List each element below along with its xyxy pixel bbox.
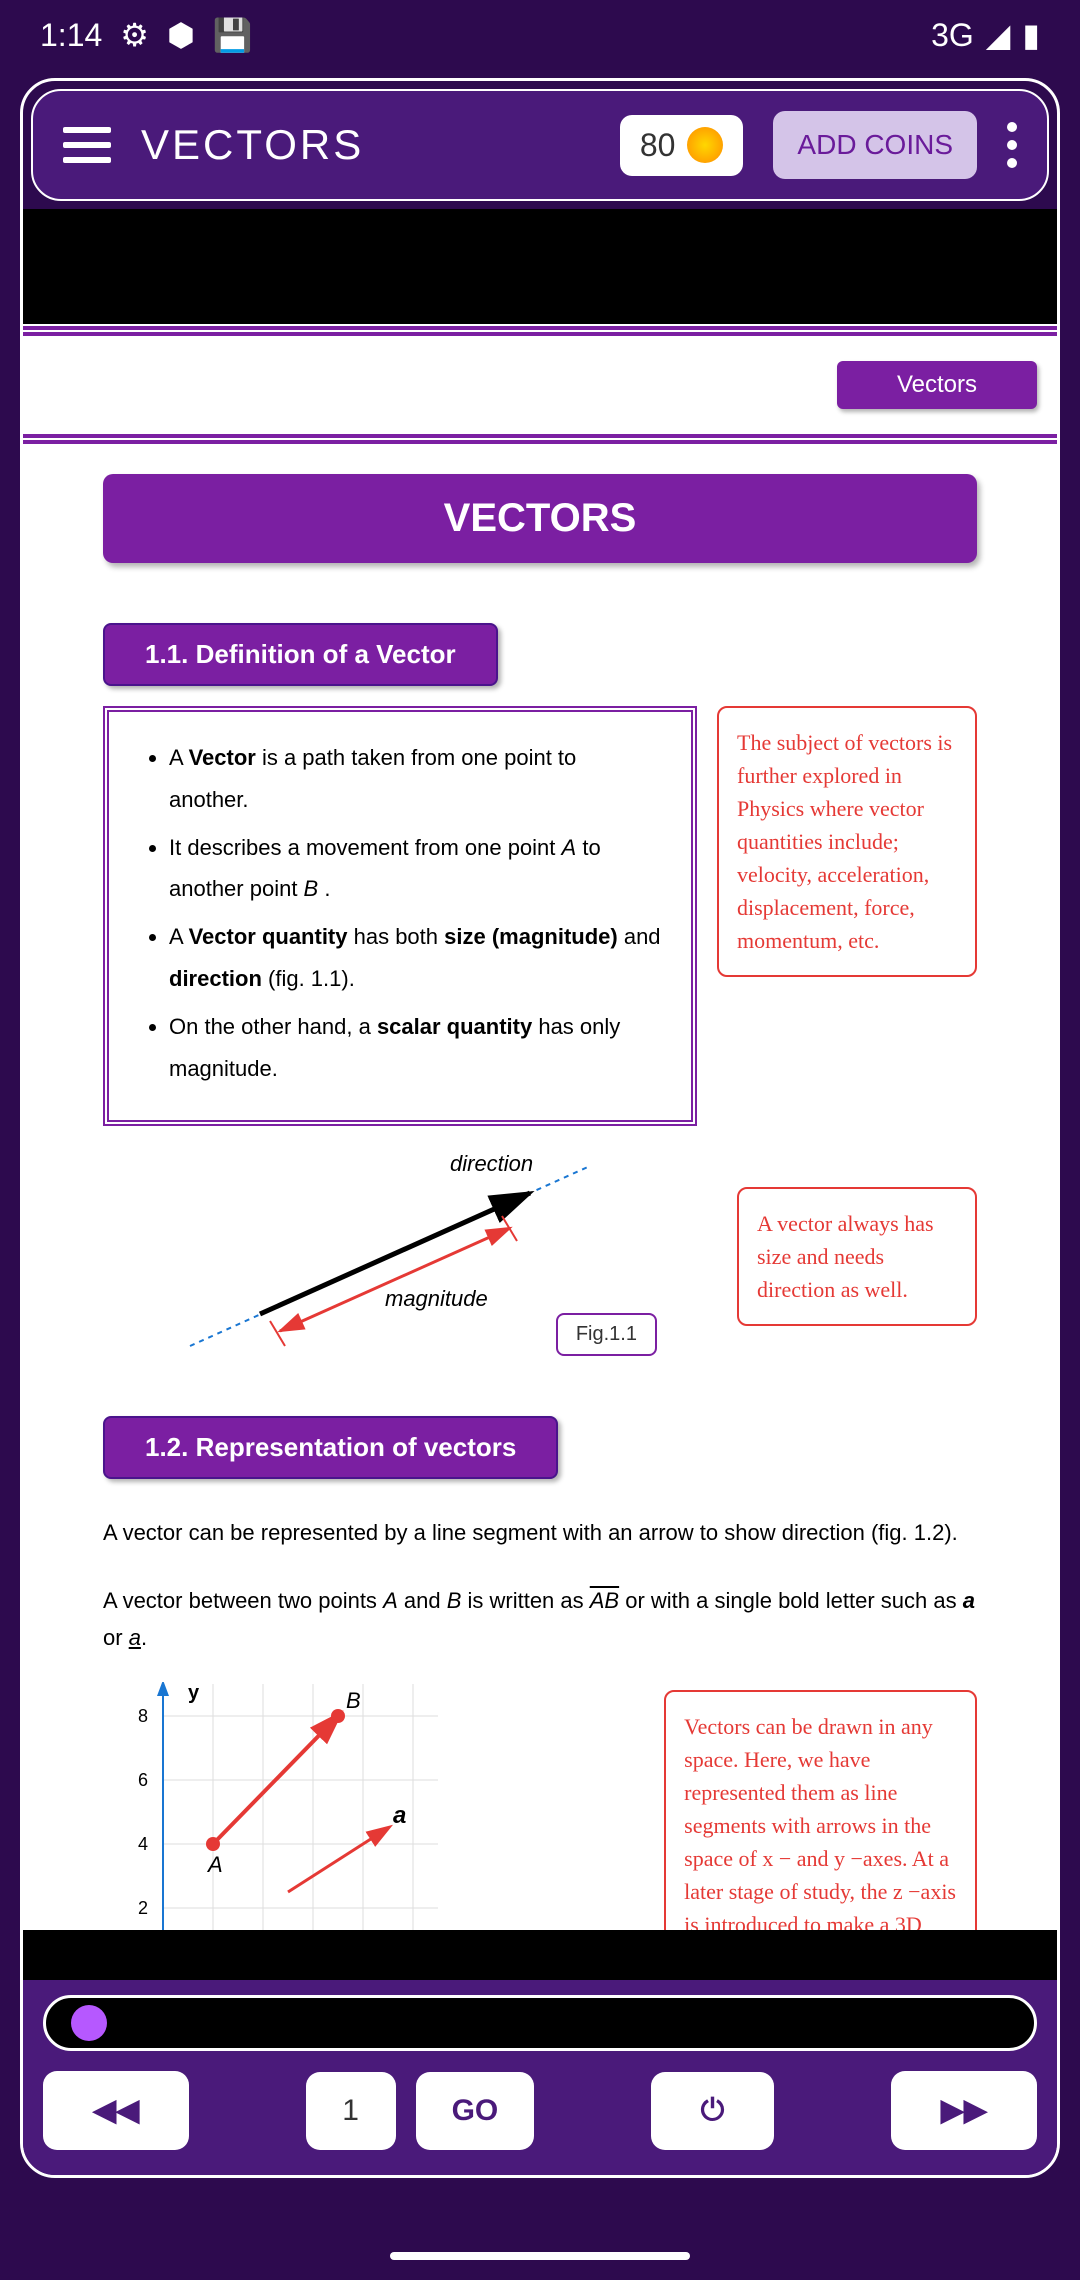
settings-icon: ⚙: [120, 16, 149, 54]
note-box-1: The subject of vectors is further explor…: [717, 706, 977, 977]
svg-text:2: 2: [138, 1898, 148, 1918]
divider: [23, 440, 1057, 444]
add-coins-button[interactable]: ADD COINS: [773, 111, 977, 179]
note-box-2: A vector always has size and needs direc…: [737, 1187, 977, 1326]
svg-text:direction: direction: [450, 1151, 533, 1176]
signal-icon: ◢: [986, 16, 1011, 54]
bottom-strip: [23, 1930, 1057, 1980]
status-bar: 1:14 ⚙ ⬢ 💾 3G ◢ ▮: [0, 0, 1080, 70]
section-heading-1-1: 1.1. Definition of a Vector: [103, 623, 498, 686]
svg-text:8: 8: [138, 1706, 148, 1726]
more-menu-icon[interactable]: [1007, 122, 1017, 168]
def-item: On the other hand, a scalar quantity has…: [169, 1006, 661, 1090]
ad-strip: [23, 209, 1057, 324]
divider: [23, 332, 1057, 336]
svg-text:y: y: [188, 1682, 200, 1704]
svg-text:magnitude: magnitude: [385, 1286, 488, 1311]
svg-text:B: B: [346, 1688, 361, 1713]
svg-text:a: a: [393, 1802, 406, 1829]
menu-icon[interactable]: [63, 127, 111, 163]
power-button[interactable]: ⏻: [651, 2072, 775, 2150]
svg-text:6: 6: [138, 1770, 148, 1790]
progress-thumb[interactable]: [71, 2005, 107, 2041]
main-title: VECTORS: [103, 474, 977, 563]
page-input[interactable]: [306, 2072, 396, 2150]
svg-text:A: A: [206, 1852, 223, 1877]
coin-badge[interactable]: 80: [620, 115, 744, 176]
coin-icon: [687, 127, 723, 163]
network-label: 3G: [931, 17, 974, 54]
svg-text:4: 4: [138, 1834, 148, 1854]
fig-label-1-1: Fig.1.1: [556, 1313, 657, 1356]
battery-icon: ▮: [1022, 16, 1040, 54]
sd-icon: 💾: [213, 16, 253, 54]
def-item: It describes a movement from one point A…: [169, 827, 661, 911]
next-button[interactable]: ▶▶: [891, 2071, 1037, 2150]
app-frame: VECTORS 80 ADD COINS Vectors VECTORS 1.1…: [20, 78, 1060, 2178]
definition-box: A Vector is a path taken from one point …: [103, 706, 697, 1126]
go-button[interactable]: GO: [416, 2072, 535, 2150]
chart-fig-1-2: 123452468OyxABa: [103, 1682, 443, 1930]
content-area[interactable]: Vectors VECTORS 1.1. Definition of a Vec…: [23, 324, 1057, 1930]
progress-slider[interactable]: [43, 1995, 1037, 2051]
nav-handle[interactable]: [390, 2252, 690, 2260]
diagram-fig-1-1: direction magnitude Fig.1.1: [103, 1146, 697, 1366]
app-title: VECTORS: [141, 121, 590, 169]
def-item: A Vector quantity has both size (magnitu…: [169, 916, 661, 1000]
note-box-3: Vectors can be drawn in any space. Here,…: [664, 1690, 977, 1930]
prev-button[interactable]: ◀◀: [43, 2071, 189, 2150]
section-heading-1-2: 1.2. Representation of vectors: [103, 1416, 558, 1479]
def-item: A Vector is a path taken from one point …: [169, 737, 661, 821]
status-time: 1:14: [40, 17, 102, 54]
body-text-1: A vector can be represented by a line se…: [23, 1499, 1057, 1566]
app-header: VECTORS 80 ADD COINS: [31, 89, 1049, 201]
divider: [23, 326, 1057, 330]
bottom-dock: ◀◀ GO ⏻ ▶▶: [23, 1980, 1057, 2175]
body-text-2: A vector between two points A and B is w…: [23, 1567, 1057, 1672]
coin-count: 80: [640, 127, 676, 164]
divider: [23, 434, 1057, 438]
shield-icon: ⬢: [167, 16, 195, 54]
chapter-pill: Vectors: [837, 361, 1037, 409]
